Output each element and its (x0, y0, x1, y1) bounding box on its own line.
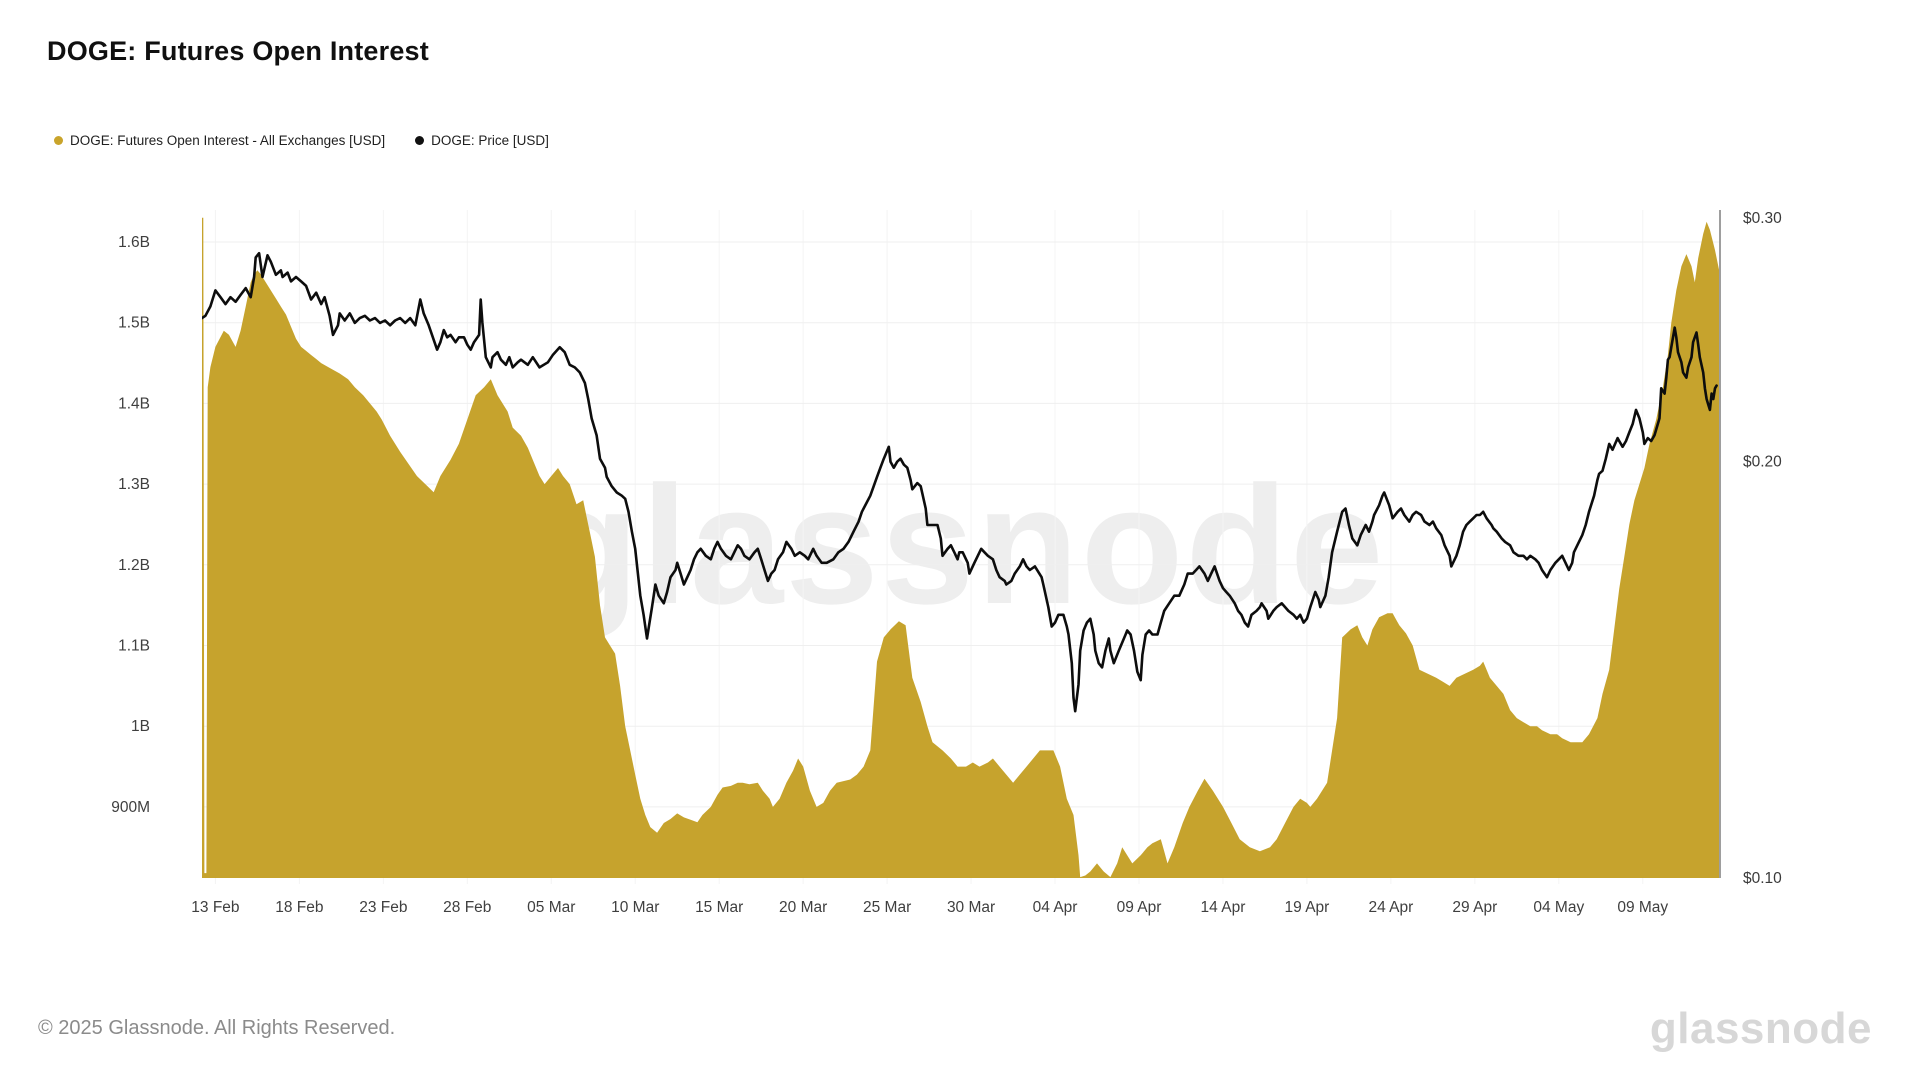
right-axis-tick-label: $0.30 (1743, 210, 1782, 227)
x-tick-label: 14 Apr (1201, 899, 1246, 916)
x-tick-label: 04 May (1533, 899, 1584, 916)
x-tick-label: 10 Mar (611, 899, 659, 916)
right-axis-tick-label: $0.20 (1743, 454, 1782, 471)
x-tick-label: 18 Feb (275, 899, 323, 916)
x-tick-label: 09 May (1617, 899, 1668, 916)
legend-swatch-open-interest-icon (54, 136, 63, 145)
footer-copyright: © 2025 Glassnode. All Rights Reserved. (38, 1017, 396, 1039)
legend-label-price: DOGE: Price [USD] (431, 133, 549, 148)
x-tick-label: 23 Feb (359, 899, 407, 916)
x-tick-label: 24 Apr (1368, 899, 1413, 916)
open-interest-area (202, 217, 1720, 879)
legend-item-open-interest[interactable]: DOGE: Futures Open Interest - All Exchan… (54, 133, 385, 148)
left-axis-tick-label: 1B (131, 718, 150, 735)
legend-label-open-interest: DOGE: Futures Open Interest - All Exchan… (70, 133, 386, 148)
x-tick-label: 29 Apr (1452, 899, 1497, 916)
glassnode-logo: glassnode (1649, 1004, 1872, 1053)
left-axis-tick-label: 900M (111, 799, 150, 816)
left-axis-tick-label: 1.2B (118, 557, 150, 574)
right-axis-tick-label: $0.10 (1743, 870, 1782, 887)
left-axis-tick-label: 1.3B (118, 476, 150, 493)
x-tick-label: 15 Mar (695, 899, 743, 916)
legend-swatch-price-icon (415, 136, 425, 145)
x-tick-label: 25 Mar (863, 899, 911, 916)
x-tick-label: 19 Apr (1285, 899, 1330, 916)
x-tick-label: 05 Mar (527, 899, 575, 916)
x-tick-label: 20 Mar (779, 899, 827, 916)
x-tick-label: 28 Feb (443, 899, 491, 916)
left-axis-tick-label: 1.4B (118, 395, 150, 412)
left-axis-tick-label: 1.6B (118, 234, 150, 251)
x-tick-label: 13 Feb (191, 899, 239, 916)
left-axis-tick-label: 1.5B (118, 315, 150, 332)
x-tick-label: 30 Mar (947, 899, 995, 916)
page-title: DOGE: Futures Open Interest (47, 36, 429, 66)
legend-item-price[interactable]: DOGE: Price [USD] (415, 133, 549, 148)
price-line (202, 251, 1718, 713)
left-axis-tick-label: 1.1B (118, 638, 150, 655)
x-tick-label: 09 Apr (1117, 899, 1162, 916)
legend: DOGE: Futures Open Interest - All Exchan… (54, 133, 549, 148)
x-tick-label: 04 Apr (1033, 899, 1078, 916)
